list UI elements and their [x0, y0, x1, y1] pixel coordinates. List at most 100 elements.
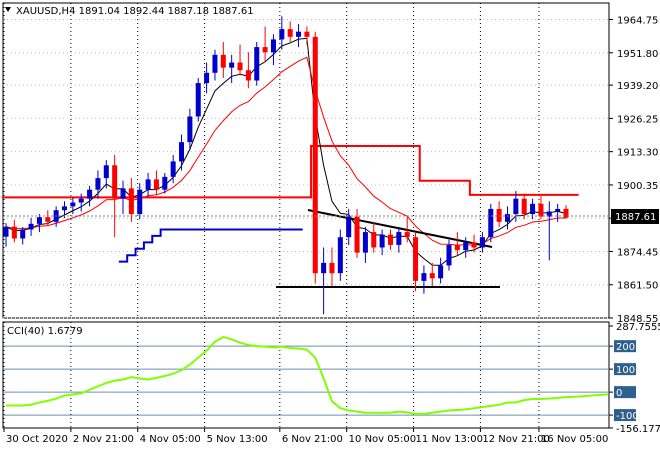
candle[interactable]	[195, 77, 201, 122]
cci-tick-label: 100	[616, 365, 635, 376]
candle[interactable]	[103, 160, 109, 189]
candle[interactable]	[354, 208, 360, 258]
candle[interactable]	[379, 229, 385, 256]
candle[interactable]	[95, 170, 101, 199]
candle-body	[45, 217, 51, 222]
candle[interactable]	[204, 62, 210, 94]
candle[interactable]	[87, 185, 93, 207]
candle[interactable]	[45, 210, 51, 226]
candle[interactable]	[237, 44, 243, 76]
candle-body	[20, 229, 26, 239]
candle[interactable]	[538, 196, 544, 220]
candle[interactable]	[187, 108, 193, 150]
candle[interactable]	[145, 172, 151, 197]
candle[interactable]	[170, 154, 176, 184]
candle[interactable]	[371, 221, 377, 253]
candle[interactable]	[137, 183, 143, 220]
candle[interactable]	[496, 201, 502, 227]
time-axis: 30 Oct 2020 2 Nov 21:00 4 Nov 05:00 5 Nov 1…	[3, 428, 608, 445]
candle[interactable]	[245, 52, 251, 89]
candle[interactable]	[70, 197, 76, 215]
candle[interactable]	[20, 226, 26, 245]
cci-tick-label: 287.7555	[616, 322, 660, 333]
candle[interactable]	[362, 226, 368, 263]
candle[interactable]	[463, 237, 469, 258]
candle[interactable]	[513, 190, 519, 222]
candle[interactable]	[262, 26, 268, 63]
candle-body	[36, 217, 42, 224]
candle[interactable]	[454, 232, 460, 256]
candle-body	[212, 54, 218, 73]
candle-body	[103, 165, 109, 179]
candle[interactable]	[270, 34, 276, 66]
cci-header: CCI(40) 1.6779	[7, 326, 83, 337]
cci-axis: 287.7555 200 100 0 -100 -156.1775	[609, 322, 660, 435]
cci-grid	[3, 345, 609, 416]
candle[interactable]	[36, 214, 42, 233]
candle[interactable]	[413, 232, 419, 292]
time-tick-label: 2 Nov 21:00	[73, 434, 134, 445]
channel-lower-line	[118, 228, 303, 263]
time-tick-label: 5 Nov 13:00	[207, 434, 268, 445]
candle[interactable]	[162, 172, 168, 194]
price-tick-label: 1900.35	[617, 181, 658, 192]
candle[interactable]	[563, 205, 569, 219]
candle[interactable]	[346, 208, 352, 245]
candle[interactable]	[429, 262, 435, 287]
session-separators	[3, 3, 540, 318]
candle[interactable]	[220, 41, 226, 78]
candle[interactable]	[504, 206, 510, 230]
candle[interactable]	[11, 219, 17, 243]
candle-body	[62, 206, 68, 211]
descending-trendline[interactable]	[307, 209, 493, 248]
candle[interactable]	[421, 265, 427, 294]
candle[interactable]	[287, 21, 293, 42]
candle[interactable]	[337, 229, 343, 281]
candle-body	[128, 188, 134, 215]
candle[interactable]	[555, 203, 561, 222]
candle-body	[220, 54, 226, 68]
candle[interactable]	[396, 226, 402, 253]
candle[interactable]	[546, 201, 552, 261]
candle[interactable]	[479, 232, 485, 253]
candle-body	[187, 116, 193, 143]
candle[interactable]	[120, 180, 126, 215]
candle[interactable]	[179, 134, 185, 171]
candle[interactable]	[329, 247, 335, 287]
candle[interactable]	[404, 216, 410, 243]
candle[interactable]	[387, 229, 393, 251]
candle-body	[3, 226, 9, 237]
candle[interactable]	[321, 247, 327, 315]
candle[interactable]	[304, 26, 310, 45]
candle[interactable]	[488, 203, 494, 243]
price-tick-label: 1913.30	[617, 148, 658, 159]
candle-body	[70, 202, 76, 207]
candle[interactable]	[229, 54, 235, 84]
candle[interactable]	[254, 41, 260, 86]
candle[interactable]	[128, 178, 134, 222]
candle-body	[312, 36, 318, 274]
candle[interactable]	[446, 239, 452, 271]
candle[interactable]	[438, 257, 444, 284]
candle[interactable]	[296, 23, 302, 48]
price-tick-label: 1964.75	[617, 15, 658, 26]
current-price-label: 1887.61	[615, 212, 656, 223]
candle-body	[170, 161, 176, 177]
candle-body	[530, 203, 536, 215]
candle-body	[488, 208, 494, 238]
candle[interactable]	[62, 201, 68, 218]
candle[interactable]	[112, 154, 118, 238]
candle[interactable]	[279, 16, 285, 50]
candle[interactable]	[3, 223, 9, 247]
candle[interactable]	[521, 193, 527, 220]
candle[interactable]	[78, 193, 84, 212]
candle-body	[379, 234, 385, 248]
price-panel	[1, 2, 610, 319]
candle[interactable]	[153, 170, 159, 195]
candle[interactable]	[28, 217, 34, 236]
candle-body	[204, 72, 210, 84]
candle[interactable]	[212, 49, 218, 81]
candle[interactable]	[471, 234, 477, 253]
candle-body	[521, 198, 527, 215]
candle[interactable]	[312, 31, 318, 284]
